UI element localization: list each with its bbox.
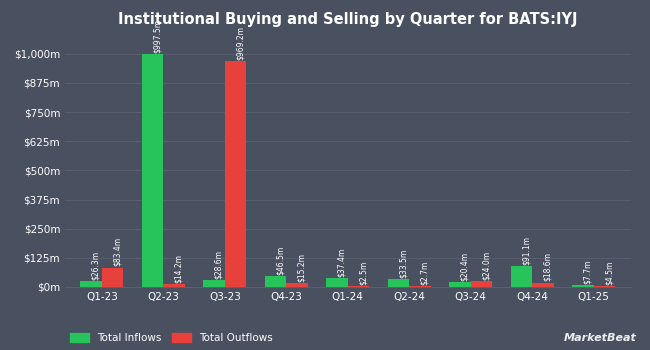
Bar xyxy=(142,54,163,287)
Text: $4.5m: $4.5m xyxy=(604,260,614,285)
Bar xyxy=(572,285,593,287)
Text: $46.5m: $46.5m xyxy=(276,246,285,275)
Text: $14.2m: $14.2m xyxy=(174,253,183,282)
Text: $997.5m: $997.5m xyxy=(153,19,162,53)
Bar xyxy=(593,286,615,287)
Text: $26.3m: $26.3m xyxy=(91,251,100,280)
Bar xyxy=(410,286,431,287)
Text: $91.1m: $91.1m xyxy=(521,236,530,265)
Text: $15.2m: $15.2m xyxy=(297,253,306,282)
Text: $7.7m: $7.7m xyxy=(583,260,592,284)
Bar xyxy=(326,278,348,287)
Bar xyxy=(387,279,410,287)
Bar xyxy=(225,61,246,287)
Bar xyxy=(449,282,471,287)
Text: $37.4m: $37.4m xyxy=(337,248,346,277)
Text: MarketBeat: MarketBeat xyxy=(564,333,637,343)
Bar xyxy=(163,284,185,287)
Text: $18.6m: $18.6m xyxy=(543,252,552,281)
Text: $969.2m: $969.2m xyxy=(235,26,244,60)
Text: $33.5m: $33.5m xyxy=(398,249,408,278)
Bar xyxy=(532,283,554,287)
Text: $2.5m: $2.5m xyxy=(359,261,367,285)
Bar xyxy=(102,267,124,287)
Bar xyxy=(203,280,225,287)
Legend: Total Inflows, Total Outflows: Total Inflows, Total Outflows xyxy=(70,332,273,343)
Text: $20.4m: $20.4m xyxy=(460,252,469,281)
Text: $83.4m: $83.4m xyxy=(112,237,122,266)
Title: Institutional Buying and Selling by Quarter for BATS:IYJ: Institutional Buying and Selling by Quar… xyxy=(118,12,577,27)
Bar xyxy=(471,281,492,287)
Bar xyxy=(286,284,308,287)
Text: $24.0m: $24.0m xyxy=(482,251,491,280)
Bar xyxy=(348,286,369,287)
Bar xyxy=(81,281,102,287)
Text: $28.6m: $28.6m xyxy=(214,250,223,279)
Bar xyxy=(511,266,532,287)
Bar xyxy=(265,276,286,287)
Text: $2.7m: $2.7m xyxy=(420,261,429,285)
